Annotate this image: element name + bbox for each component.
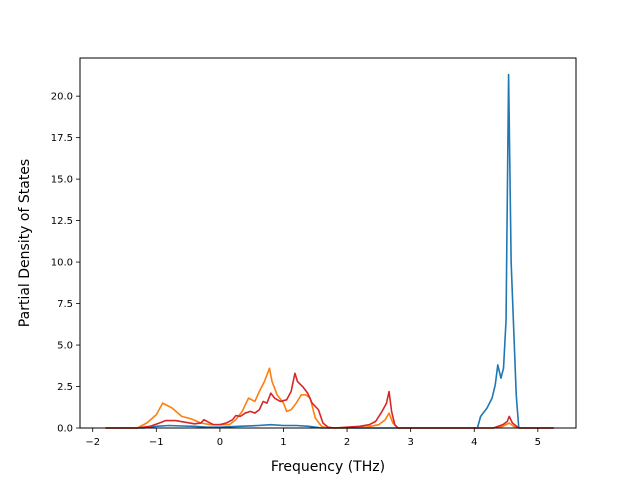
y-tick-label: 20.0 [51,92,73,103]
x-axis-label: Frequency (THz) [271,459,385,475]
plot-frame [79,57,577,429]
x-tick-label: −1 [149,437,164,448]
y-axis-label: Partial Density of States [17,159,33,327]
x-axis-ticks: −2 −1 0 1 2 3 4 5 [85,428,541,448]
x-tick-label: 4 [471,437,477,448]
x-tick-label: −2 [85,437,100,448]
y-tick-label: 2.5 [57,382,73,393]
x-tick-label: 2 [344,437,350,448]
series-line-2 [105,367,554,429]
x-tick-label: 3 [407,437,413,448]
y-tick-label: 12.5 [51,216,73,227]
series-line-3 [105,372,554,429]
y-tick-label: 7.5 [57,299,73,310]
y-tick-label: 17.5 [51,133,73,144]
y-tick-label: 10.0 [51,258,73,269]
x-tick-label: 5 [535,437,541,448]
x-tick-label: 0 [217,437,223,448]
y-tick-label: 5.0 [57,341,73,352]
x-tick-label: 1 [280,437,286,448]
series-layer [105,73,554,429]
y-tick-label: 0.0 [57,424,73,435]
y-tick-label: 15.0 [51,175,73,186]
y-axis-ticks: 0.0 2.5 5.0 7.5 10.0 12.5 15.0 17.5 20.0 [51,92,80,435]
series-line-1 [105,73,554,429]
